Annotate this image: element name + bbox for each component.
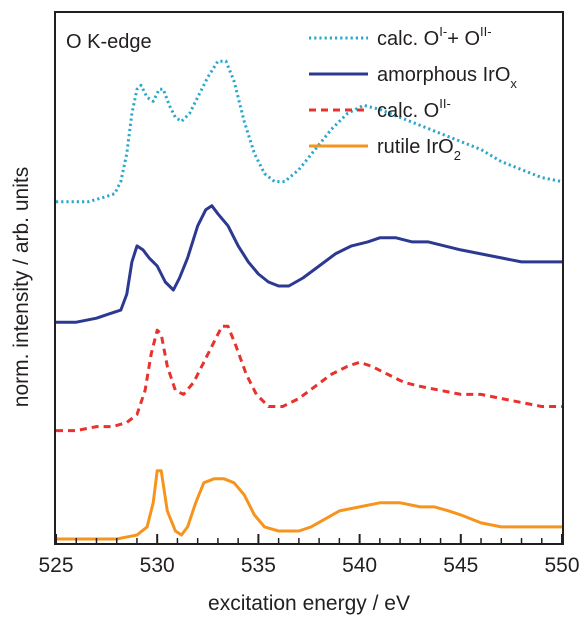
x-tick-label-540: 540 bbox=[342, 554, 377, 577]
plot-frame bbox=[54, 11, 564, 545]
panel-label: O K-edge bbox=[66, 31, 152, 53]
x-tick-label-525: 525 bbox=[38, 554, 73, 577]
series-layer bbox=[56, 59, 563, 541]
x-tick-label-545: 545 bbox=[443, 554, 478, 577]
x-tick-label-535: 535 bbox=[241, 554, 276, 577]
x-tick-label-530: 530 bbox=[140, 554, 175, 577]
series-line-3 bbox=[56, 324, 562, 433]
legend: calc. OI-+ OII-amorphous IrOx calc. OII-r… bbox=[309, 24, 517, 163]
legend-label-1: calc. OI-+ OII- bbox=[377, 24, 492, 50]
y-axis-title: norm. intensity / arb. units bbox=[10, 167, 33, 407]
x-axis-ticks: 525 530 535 540 545 550 bbox=[38, 534, 580, 577]
legend-label-3: calc. OII- bbox=[377, 96, 451, 122]
x-tick-label-550: 550 bbox=[544, 554, 579, 577]
series-line-2 bbox=[56, 204, 562, 324]
legend-label-2: amorphous IrOx bbox=[377, 64, 517, 91]
series-line-1 bbox=[56, 59, 563, 204]
legend-label-4: rutile IrO2 bbox=[377, 136, 461, 163]
x-axis-title: excitation energy / eV bbox=[208, 592, 410, 615]
series-line-4 bbox=[56, 469, 562, 541]
